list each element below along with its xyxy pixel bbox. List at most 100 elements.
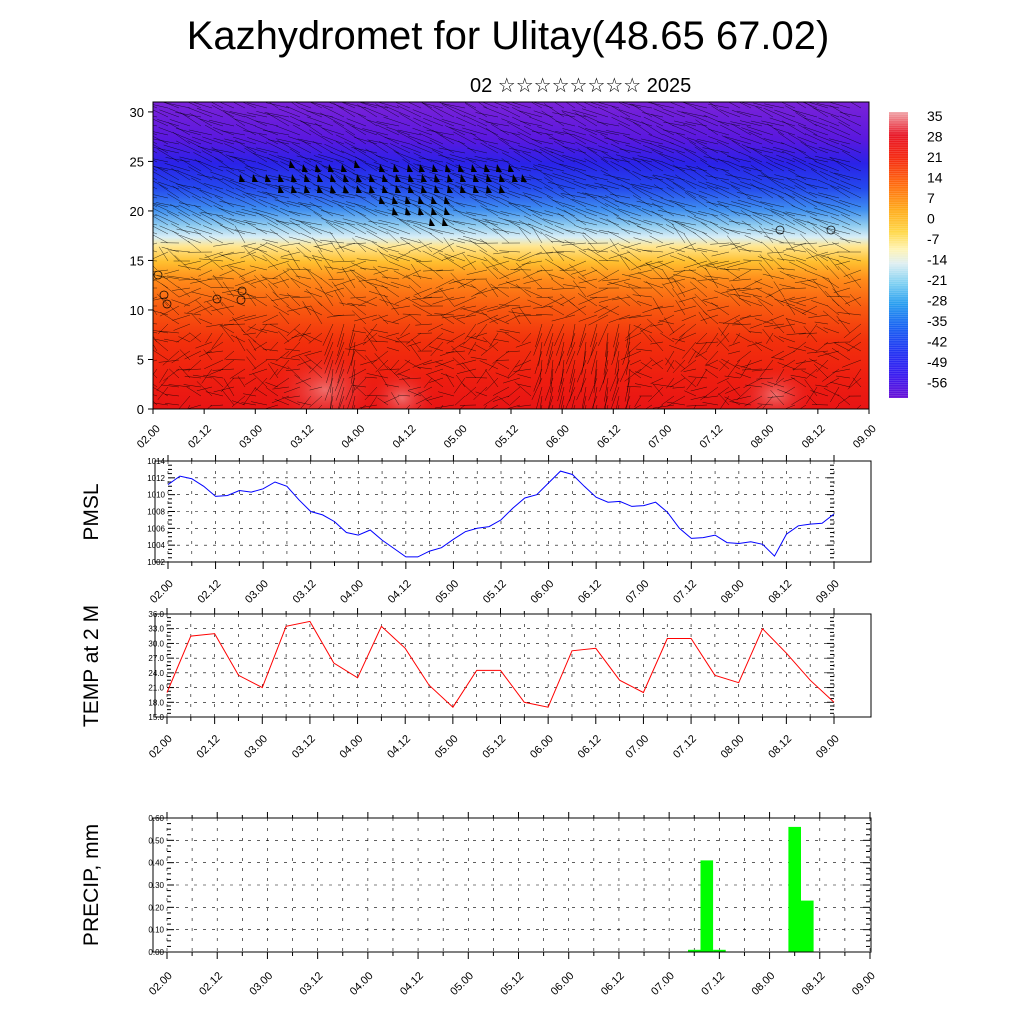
wind-barb [675,132,697,145]
wind-barb [607,180,631,190]
wind-barb [229,265,246,271]
wind-pennant [382,185,388,193]
wind-barb [736,386,752,401]
wind-barb [816,325,829,334]
wind-barb [708,103,730,109]
wind-pennant [418,196,424,204]
wind-barb [335,176,356,190]
wind-barb [294,374,312,388]
time-tick-label: 08.00 [749,423,777,451]
wind-barb [206,323,224,328]
wind-barb [269,368,279,380]
wind-barb [697,247,719,253]
wind-barb [796,296,818,303]
wind-barb [653,383,675,388]
wind-barb [242,296,268,300]
wind-barb [298,323,312,342]
wind-barb [518,220,543,235]
wind-barb [624,256,642,271]
wind-barb [826,143,851,154]
wind-barb [284,348,301,352]
y-tick-label: 18.0 [148,698,164,707]
wind-barb [153,166,169,172]
wind-barb [635,371,653,379]
wind-barb [473,218,499,226]
wind-barb [731,123,752,136]
wind-barb [219,253,235,262]
wind-barb [603,174,631,181]
wind-barb [522,152,543,163]
wind-barb [368,220,389,226]
wind-barb [375,103,400,118]
wind-barb [288,236,312,244]
wind-barb [741,220,763,235]
wind-barb [763,228,785,235]
wind-barb [681,111,708,118]
time-tick-label: 02.00 [147,733,175,761]
wind-barb [524,289,543,298]
precip-bar [700,860,714,952]
wind-barb [365,162,389,172]
wind-barb [565,341,576,365]
wind-barb [801,370,818,379]
time-tick-label: 09.00 [814,578,842,606]
wind-barb [242,180,268,190]
wind-barb [739,136,763,145]
wind-barb [731,201,752,208]
wind-barb [610,143,631,154]
wind-barb [688,268,708,280]
wind-barb [745,384,763,388]
wind-barb [395,151,422,163]
wind-barb [831,231,851,244]
wind-pennant [431,196,437,204]
wind-barb [852,377,862,388]
wind-barb [179,135,202,145]
wind-barb [497,196,521,208]
wind-barb [739,152,763,163]
wind-barb [231,400,246,406]
wind-barb [746,126,774,136]
wind-barb [259,243,279,253]
wind-barb [665,350,675,366]
wind-barb [171,223,191,235]
wind-barb [445,373,455,388]
wind-barb [492,267,510,280]
wind-barb [686,190,708,199]
wind-barb [218,102,235,109]
wind-barb [390,162,411,172]
wind-barb [256,111,279,118]
wind-barb [818,192,840,199]
wind-barb [245,165,268,172]
wind-barb [321,135,345,145]
wind-barb [179,234,202,244]
wind-barb [455,202,477,208]
wind-barb [294,328,312,343]
wind-barb [324,265,334,280]
wind-barb [649,357,664,370]
wind-barb [743,377,763,388]
wind-pennant [330,174,336,182]
wind-barb [468,239,488,253]
wind-barb [252,254,268,262]
wind-barb [192,213,213,226]
wind-barb [153,158,169,163]
wind-barb [498,304,521,307]
wind-barb [508,202,532,217]
wind-barb [735,372,752,379]
wind-barb [792,193,818,208]
calm-wind-circle [153,270,163,280]
wind-barb [443,201,466,217]
wind-barb [262,239,279,244]
wind-barb [420,200,444,217]
wind-barb [397,332,411,340]
wind-barb [438,391,455,397]
wind-barb [738,268,763,271]
wind-barb [329,386,334,409]
wind-barb [539,148,565,163]
wind-pennant [447,174,453,182]
wind-barb [264,112,290,118]
wind-barb [335,141,356,154]
wind-barb [777,258,796,262]
wind-barb [460,305,477,310]
wind-barb [780,102,796,109]
